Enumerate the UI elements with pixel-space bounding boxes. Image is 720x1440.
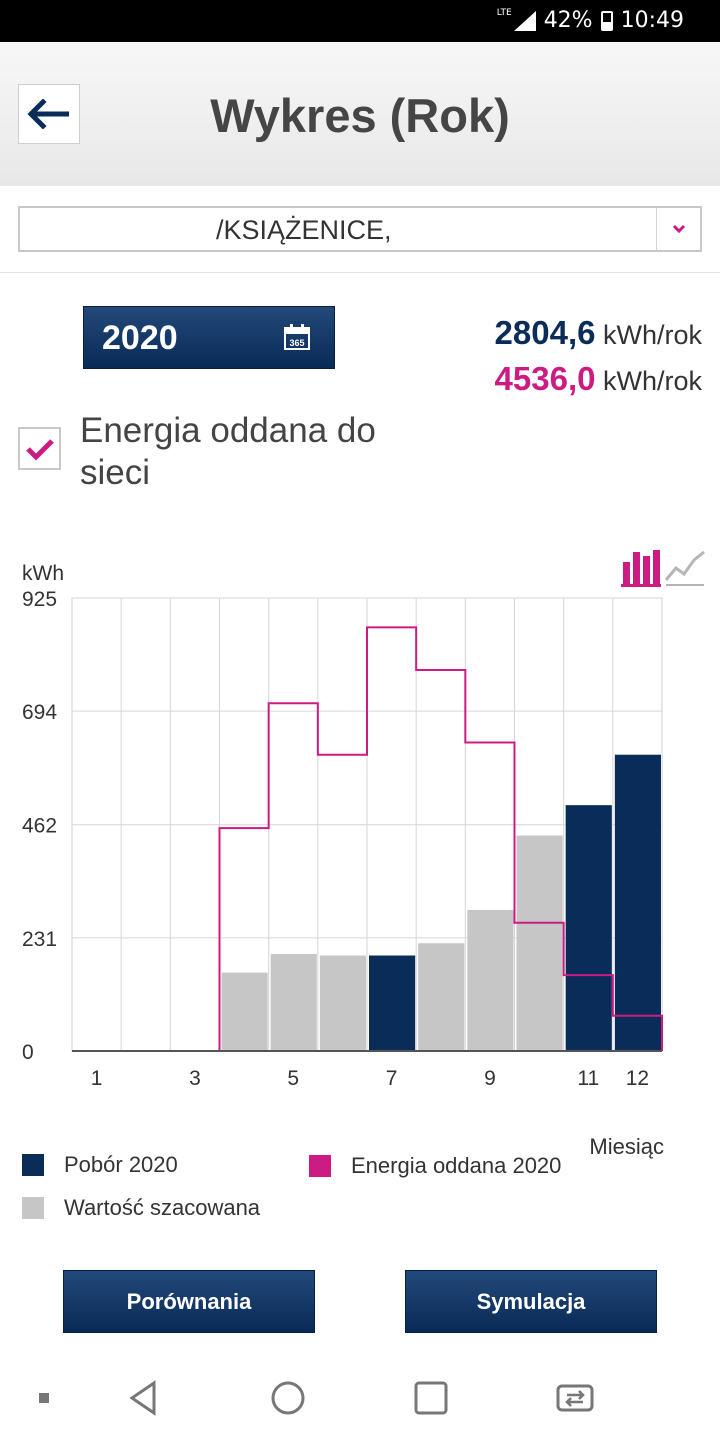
bar-month-9 — [467, 909, 514, 1051]
page-title: Wykres (Rok) — [210, 89, 510, 142]
export-checkbox-label: Energia oddana do sieci — [80, 411, 376, 492]
y-tick-label: 462 — [22, 815, 57, 838]
home-circle-icon[interactable] — [268, 1378, 308, 1418]
x-tick-label: 5 — [287, 1067, 299, 1090]
bar-month-6 — [319, 955, 366, 1051]
bar-month-10 — [516, 835, 563, 1051]
legend-export-label: Energia oddana 2020 — [351, 1153, 562, 1178]
bar-month-5 — [270, 954, 317, 1051]
signal-icon — [513, 10, 536, 31]
divider — [0, 272, 720, 273]
x-tick-label: 1 — [91, 1067, 103, 1090]
location-select-value: /KSIĄŻENICE, — [216, 215, 392, 245]
export-line — [218, 626, 663, 1051]
y-tick-label: 231 — [22, 928, 57, 951]
consumption-chart: 0 231 462 694 925 kWh 1 3 5 7 9 11 12 — [22, 562, 663, 1090]
x-axis-label: Miesiąc — [589, 1134, 664, 1159]
app-header: Wykres (Rok) — [0, 42, 720, 186]
year-value: 2020 — [102, 319, 178, 357]
back-triangle-icon[interactable] — [124, 1378, 164, 1418]
checkmark-icon — [25, 438, 54, 461]
location-select[interactable]: /KSIĄŻENICE, — [18, 206, 702, 252]
status-bar: LTE 42% 10:49 — [0, 0, 720, 42]
chart-type-switch — [620, 546, 706, 588]
battery-percent: 42% — [543, 8, 593, 33]
clock: 10:49 — [620, 8, 684, 33]
chevron-down-icon — [656, 208, 700, 250]
arrow-left-icon — [27, 99, 69, 129]
calendar-365-icon: 365 — [284, 324, 310, 350]
y-tick-label: 0 — [22, 1041, 34, 1064]
legend-estimated-label: Wartość szacowana — [64, 1195, 261, 1220]
totals: 2804,6 kWh/rok 4536,0 kWh/rok — [495, 310, 702, 402]
total-consumption-unit: kWh/rok — [602, 320, 702, 350]
legend-swatch-estimated — [22, 1197, 44, 1219]
bar-month-7 — [369, 955, 416, 1051]
switch-app-icon[interactable] — [555, 1378, 595, 1418]
battery-icon — [600, 10, 613, 31]
total-consumption-value: 2804,6 — [494, 314, 596, 351]
bar-month-4 — [221, 972, 268, 1051]
y-axis-label: kWh — [22, 562, 64, 585]
back-button[interactable] — [18, 84, 80, 144]
simulate-button[interactable]: Symulacja — [405, 1270, 657, 1333]
y-tick-label: 694 — [22, 701, 57, 724]
network-type: LTE — [496, 7, 512, 18]
export-checkbox[interactable] — [18, 427, 61, 470]
line-chart-icon[interactable] — [664, 546, 706, 588]
legend-estimated: Wartość szacowana — [22, 1195, 260, 1221]
compare-button[interactable]: Porównania — [63, 1270, 315, 1333]
svg-text:365: 365 — [289, 338, 304, 348]
year-picker-button[interactable]: 2020 365 — [83, 306, 335, 369]
x-tick-label: 3 — [189, 1067, 201, 1090]
system-nav-bar — [0, 1360, 720, 1440]
total-consumption: 2804,6 kWh/rok — [495, 310, 702, 356]
bar-month-11 — [565, 805, 612, 1051]
dot-icon[interactable] — [24, 1378, 64, 1418]
x-tick-label: 11 — [577, 1067, 599, 1090]
total-export-unit: kWh/rok — [602, 366, 702, 396]
legend-consumption-label: Pobór 2020 — [64, 1152, 178, 1177]
y-tick-label: 925 — [22, 588, 57, 611]
recents-square-icon[interactable] — [411, 1378, 451, 1418]
legend-swatch-consumption — [22, 1154, 44, 1176]
total-export-value: 4536,0 — [494, 360, 596, 397]
bar-month-8 — [418, 943, 465, 1051]
total-export: 4536,0 kWh/rok — [495, 356, 702, 402]
legend-consumption: Pobór 2020 — [22, 1152, 178, 1178]
legend-export: Energia oddana 2020 — [309, 1153, 561, 1179]
x-tick-label: 12 — [626, 1067, 649, 1090]
bar-month-12 — [614, 754, 661, 1051]
x-tick-label: 9 — [484, 1067, 496, 1090]
x-tick-label: 7 — [386, 1067, 398, 1090]
bar-chart-icon[interactable] — [620, 546, 662, 588]
legend-swatch-export — [309, 1155, 331, 1177]
